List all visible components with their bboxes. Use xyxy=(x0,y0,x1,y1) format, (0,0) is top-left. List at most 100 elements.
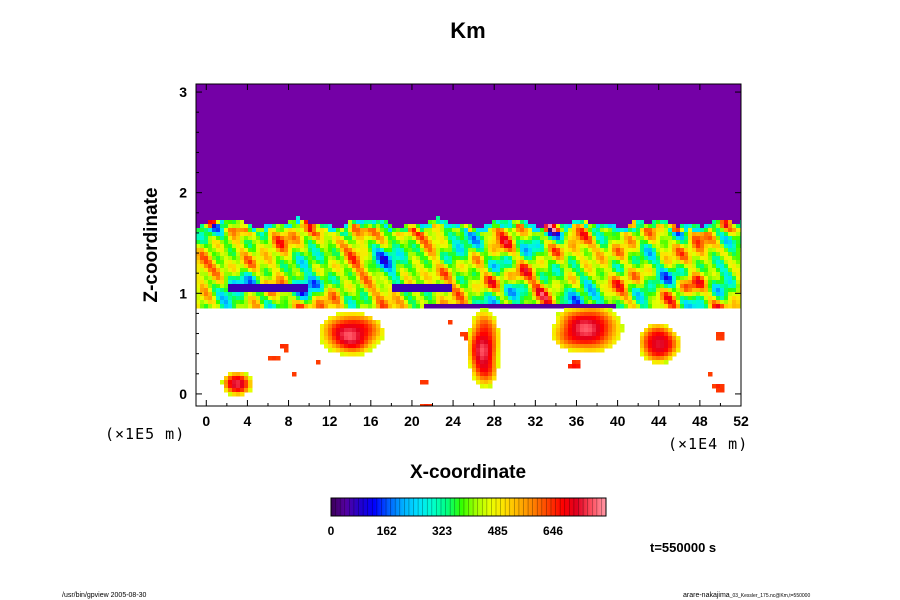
heatmap-cell xyxy=(692,148,697,153)
heatmap-cell xyxy=(736,88,741,93)
heatmap-cell xyxy=(224,204,229,209)
heatmap-cell xyxy=(664,144,669,149)
heatmap-cell xyxy=(628,160,633,165)
heatmap-cell xyxy=(704,128,709,133)
heatmap-cell xyxy=(288,192,293,197)
heatmap-cell xyxy=(536,112,541,117)
heatmap-cell xyxy=(228,224,233,229)
heatmap-cell xyxy=(496,92,501,97)
heatmap-cell xyxy=(612,112,617,117)
heatmap-cell xyxy=(392,108,397,113)
heatmap-cell xyxy=(264,156,269,161)
heatmap-cell xyxy=(568,196,573,201)
heatmap-cell xyxy=(432,144,437,149)
heatmap-cell xyxy=(668,148,673,153)
heatmap-cell xyxy=(428,140,433,145)
heatmap-cell xyxy=(688,120,693,125)
heatmap-cell xyxy=(372,164,377,169)
heatmap-cell xyxy=(432,120,437,125)
heatmap-cell xyxy=(280,172,285,177)
heatmap-cell xyxy=(448,136,453,141)
heatmap-cell xyxy=(204,188,209,193)
heatmap-cell xyxy=(584,216,589,221)
heatmap-cell xyxy=(476,212,481,217)
heatmap-cell xyxy=(340,192,345,197)
heatmap-cell xyxy=(448,84,453,89)
heatmap-cell xyxy=(500,200,505,205)
heatmap-cell xyxy=(500,144,505,149)
heatmap-cell xyxy=(728,140,733,145)
heatmap-cell xyxy=(496,140,501,145)
heatmap-cell xyxy=(428,124,433,129)
heatmap-cell xyxy=(584,132,589,137)
heatmap-cell xyxy=(360,228,365,233)
heatmap-cell xyxy=(684,84,689,89)
heatmap-cell xyxy=(532,168,537,173)
heatmap-cell xyxy=(456,108,461,113)
heatmap-cell xyxy=(280,128,285,133)
heatmap-cell xyxy=(416,120,421,125)
heatmap-cell xyxy=(524,148,529,153)
heatmap-cell xyxy=(540,224,545,229)
heatmap-cell xyxy=(204,152,209,157)
heatmap-cell xyxy=(584,92,589,97)
heatmap-cell xyxy=(608,88,613,93)
heatmap-cell xyxy=(380,160,385,165)
heatmap-cell xyxy=(272,228,277,233)
heatmap-cell xyxy=(532,160,537,165)
heatmap-cell xyxy=(524,116,529,121)
heatmap-cell xyxy=(688,208,693,213)
heatmap-cell xyxy=(300,188,305,193)
heatmap-cell xyxy=(356,128,361,133)
heatmap-cell xyxy=(556,100,561,105)
heatmap-cell xyxy=(652,84,657,89)
heatmap-cell xyxy=(692,112,697,117)
heatmap-cell xyxy=(368,204,373,209)
heatmap-cell xyxy=(292,116,297,121)
heatmap-cell xyxy=(512,172,517,177)
heatmap-cell xyxy=(356,156,361,161)
heatmap-cell xyxy=(696,200,701,205)
heatmap-cell xyxy=(284,132,289,137)
heatmap-cell xyxy=(524,152,529,157)
heatmap-cell xyxy=(260,208,265,213)
heatmap-cell xyxy=(300,96,305,101)
heatmap-cell xyxy=(384,220,389,225)
heatmap-cell xyxy=(488,96,493,101)
heatmap-cell xyxy=(420,132,425,137)
heatmap-cell xyxy=(292,112,297,117)
heatmap-cell xyxy=(216,140,221,145)
heatmap-cell xyxy=(356,176,361,181)
heatmap-cell xyxy=(272,220,277,225)
heatmap-cell xyxy=(436,228,441,233)
heatmap-cell xyxy=(436,140,441,145)
heatmap-cell xyxy=(196,136,201,141)
heatmap-cell xyxy=(388,148,393,153)
heatmap-cell xyxy=(568,164,573,169)
heatmap-cell xyxy=(508,152,513,157)
heatmap-cell xyxy=(428,212,433,217)
heatmap-cell xyxy=(576,224,581,229)
heatmap-cell xyxy=(456,152,461,157)
heatmap-cell xyxy=(592,176,597,181)
heatmap-cell xyxy=(452,200,457,205)
heatmap-cell xyxy=(460,124,465,129)
heatmap-cell xyxy=(320,148,325,153)
heatmap-cell xyxy=(604,88,609,93)
heatmap-cell xyxy=(480,92,485,97)
heatmap-cell xyxy=(280,132,285,137)
heatmap-cell xyxy=(676,164,681,169)
heatmap-cell xyxy=(208,196,213,201)
heatmap-cell xyxy=(324,132,329,137)
heatmap-cell xyxy=(556,164,561,169)
heatmap-cell xyxy=(448,216,453,221)
heatmap-cell xyxy=(584,140,589,145)
heatmap-cell xyxy=(392,164,397,169)
heatmap-cell xyxy=(272,100,277,105)
heatmap-cell xyxy=(720,88,725,93)
heatmap-cell xyxy=(564,152,569,157)
heatmap-cell xyxy=(460,88,465,93)
heatmap-cell xyxy=(736,136,741,141)
heatmap-cell xyxy=(684,132,689,137)
heatmap-cell xyxy=(336,84,341,89)
